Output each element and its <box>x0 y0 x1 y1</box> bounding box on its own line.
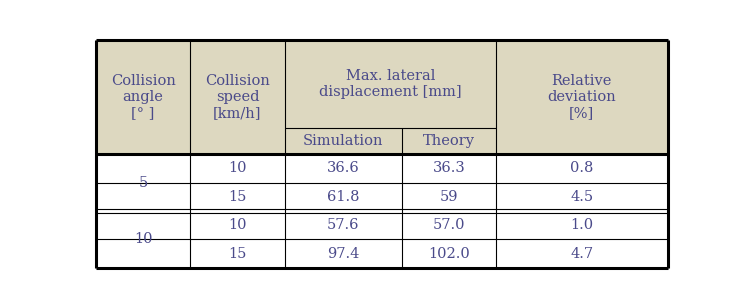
Text: 1.0: 1.0 <box>571 218 594 232</box>
Text: 0.8: 0.8 <box>570 161 594 175</box>
Text: Collision
angle
[° ]: Collision angle [° ] <box>111 74 176 120</box>
Text: 102.0: 102.0 <box>428 247 470 261</box>
Text: Collision
speed
[km/h]: Collision speed [km/h] <box>205 74 270 120</box>
Bar <box>96 154 668 268</box>
Text: 61.8: 61.8 <box>327 190 360 204</box>
Text: 10: 10 <box>134 232 153 246</box>
Text: Max. lateral
displacement [mm]: Max. lateral displacement [mm] <box>319 69 462 99</box>
Text: 59: 59 <box>440 190 458 204</box>
Text: 5: 5 <box>139 175 148 189</box>
Text: Simulation: Simulation <box>303 134 384 148</box>
Text: 4.7: 4.7 <box>571 247 594 261</box>
Text: 10: 10 <box>228 161 247 175</box>
Text: Theory: Theory <box>423 134 475 148</box>
Text: 57.0: 57.0 <box>433 218 465 232</box>
Text: 4.5: 4.5 <box>571 190 594 204</box>
Text: 10: 10 <box>228 218 247 232</box>
Text: 36.3: 36.3 <box>433 161 466 175</box>
Text: 15: 15 <box>228 247 247 261</box>
Text: 97.4: 97.4 <box>327 247 359 261</box>
Text: 15: 15 <box>228 190 247 204</box>
Text: 36.6: 36.6 <box>327 161 360 175</box>
Text: Relative
deviation
[%]: Relative deviation [%] <box>548 74 616 120</box>
Text: 57.6: 57.6 <box>327 218 360 232</box>
Bar <box>96 40 668 154</box>
